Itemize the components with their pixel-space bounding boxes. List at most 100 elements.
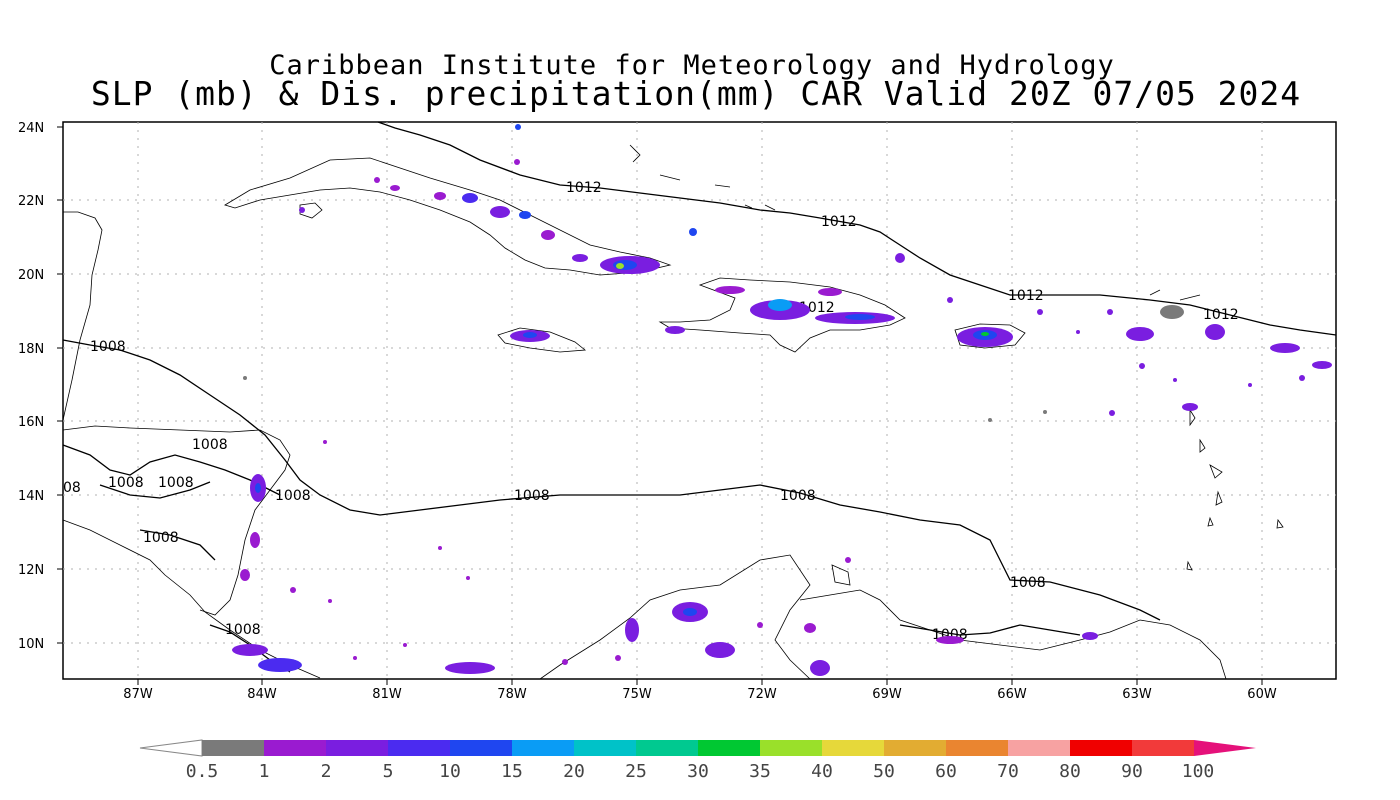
isobar-1012 bbox=[377, 121, 1337, 336]
coastline-nicaragua bbox=[62, 519, 321, 679]
lat-label: 16N bbox=[18, 415, 44, 430]
lon-label: 63W bbox=[1122, 687, 1152, 702]
precip-cuba-central bbox=[390, 185, 588, 262]
precip-central-america bbox=[232, 474, 302, 672]
island-hispaniola bbox=[658, 277, 906, 353]
isobar-label: 1012 bbox=[821, 214, 857, 230]
lon-label: 72W bbox=[747, 687, 777, 702]
chart-title-line2: SLP (mb) & Dis. precipitation(mm) CAR Va… bbox=[90, 74, 1302, 113]
lon-label: 75W bbox=[622, 687, 652, 702]
lat-label: 12N bbox=[18, 563, 44, 578]
coastline-venezuela bbox=[799, 589, 1227, 680]
longitude-labels: 87W 84W 81W 78W 75W 72W 69W 66W 63W 60W bbox=[123, 687, 1277, 702]
island-cuba bbox=[224, 157, 672, 276]
lat-label: 18N bbox=[18, 342, 44, 357]
lon-label: 78W bbox=[497, 687, 527, 702]
colorbar-cell bbox=[1070, 740, 1132, 756]
isobar-label: 1012 bbox=[1203, 307, 1239, 323]
isobar-label: 1008 bbox=[780, 488, 816, 504]
colorbar: 0.5 1 2 5 10 15 20 25 30 35 40 50 60 70 … bbox=[139, 739, 1256, 782]
lon-label: 87W bbox=[123, 687, 153, 702]
colorbar-label: 40 bbox=[811, 761, 833, 782]
colorbar-start-arrow bbox=[139, 739, 203, 757]
coastline-colombia bbox=[539, 554, 811, 680]
island-puerto-rico bbox=[954, 323, 1026, 349]
lat-label: 24N bbox=[18, 121, 44, 136]
colorbar-labels: 0.5 1 2 5 10 15 20 25 30 35 40 50 60 70 … bbox=[186, 761, 1215, 782]
isobar-label: 1008 bbox=[225, 622, 261, 638]
lat-label: 22N bbox=[18, 194, 44, 209]
islands-lesser-antilles bbox=[1186, 408, 1284, 571]
axis-ticks bbox=[57, 126, 1263, 685]
isobar-label: 1008 bbox=[90, 339, 126, 355]
isobar-1008-main bbox=[62, 339, 1161, 621]
colorbar-label: 2 bbox=[321, 761, 332, 782]
isobar-1008-south bbox=[899, 624, 1081, 636]
colorbar-label: 90 bbox=[1121, 761, 1143, 782]
precipitation-cells bbox=[232, 124, 1332, 676]
island-jamaica bbox=[497, 327, 587, 353]
colorbar-cell bbox=[884, 740, 946, 756]
isobar-label: 1008 bbox=[158, 475, 194, 491]
colorbar-label: 100 bbox=[1182, 761, 1215, 782]
isobar-label: 1012 bbox=[566, 180, 602, 196]
chart-title-line1: Caribbean Institute for Meteorology and … bbox=[269, 50, 1115, 81]
colorbar-label: 20 bbox=[563, 761, 585, 782]
isobar-1008-west bbox=[62, 444, 291, 673]
colorbar-label: 80 bbox=[1059, 761, 1081, 782]
precip-puerto-rico bbox=[957, 327, 1013, 347]
precip-leewards bbox=[1126, 305, 1332, 411]
lon-label: 69W bbox=[872, 687, 902, 702]
coastline-yucatan bbox=[62, 211, 103, 421]
colorbar-cell bbox=[822, 740, 884, 756]
graticule bbox=[63, 122, 1336, 679]
map-frame bbox=[62, 121, 1337, 680]
precip-south-america bbox=[445, 602, 1098, 676]
lon-label: 84W bbox=[247, 687, 277, 702]
isobar-label: 1008 bbox=[514, 488, 550, 504]
isobar-label: 1008 bbox=[1010, 575, 1046, 591]
precip-scattered bbox=[243, 124, 1305, 665]
colorbar-cell bbox=[574, 740, 636, 756]
colorbar-cell bbox=[760, 740, 822, 756]
isobar-label: 1008 bbox=[108, 475, 144, 491]
colorbar-cell bbox=[698, 740, 760, 756]
colorbar-label: 35 bbox=[749, 761, 771, 782]
colorbar-label: 10 bbox=[439, 761, 461, 782]
precip-cuba-east bbox=[600, 256, 660, 274]
colorbar-label: 70 bbox=[997, 761, 1019, 782]
isobar-label: 08 bbox=[63, 480, 81, 496]
precip-jamaica bbox=[510, 330, 550, 342]
lat-label: 10N bbox=[18, 637, 44, 652]
isobar-label: 1008 bbox=[143, 530, 179, 546]
colorbar-cell bbox=[326, 740, 388, 756]
colorbar-cell bbox=[388, 740, 450, 756]
lat-label: 20N bbox=[18, 268, 44, 283]
colorbar-cell bbox=[1008, 740, 1070, 756]
isobars bbox=[62, 121, 1337, 673]
colorbar-label: 0.5 bbox=[186, 761, 219, 782]
isobar-label: 1008 bbox=[192, 437, 228, 453]
colorbar-cell bbox=[264, 740, 326, 756]
colorbar-cell bbox=[450, 740, 512, 756]
islands-bahamas bbox=[629, 144, 1201, 301]
colorbar-label: 5 bbox=[383, 761, 394, 782]
colorbar-label: 60 bbox=[935, 761, 957, 782]
colorbar-cell bbox=[512, 740, 574, 756]
island-aruba bbox=[831, 564, 851, 586]
colorbar-cell bbox=[946, 740, 1008, 756]
colorbar-cells bbox=[202, 740, 1194, 756]
lon-label: 66W bbox=[997, 687, 1027, 702]
island-isla-juventud bbox=[299, 202, 323, 219]
lat-label: 14N bbox=[18, 489, 44, 504]
lon-label: 81W bbox=[372, 687, 402, 702]
colorbar-label: 50 bbox=[873, 761, 895, 782]
colorbar-end-arrow bbox=[1194, 740, 1256, 756]
precip-hispaniola bbox=[665, 286, 895, 334]
colorbar-label: 30 bbox=[687, 761, 709, 782]
colorbar-cell bbox=[202, 740, 264, 756]
isobar-label: 1008 bbox=[275, 488, 311, 504]
lon-label: 60W bbox=[1247, 687, 1277, 702]
isobar-label: 1012 bbox=[1008, 288, 1044, 304]
